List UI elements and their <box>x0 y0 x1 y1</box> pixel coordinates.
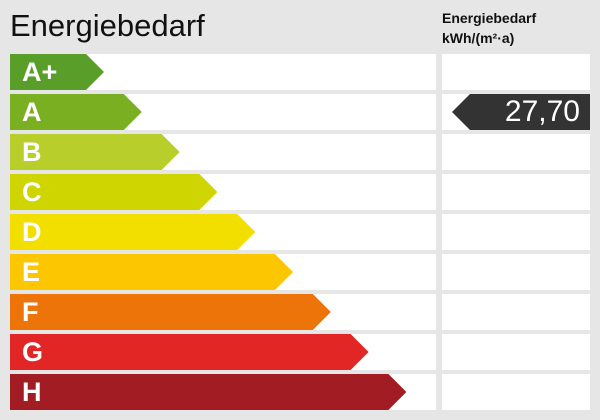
class-bar-A: A <box>10 94 142 130</box>
class-arrow-C <box>10 174 218 210</box>
class-label: C <box>22 177 42 207</box>
value-cell <box>442 174 590 210</box>
value-pointer: 27,70 <box>452 94 590 135</box>
class-label: B <box>22 137 42 167</box>
class-arrow-A+ <box>10 54 104 90</box>
class-arrow-F <box>10 294 331 330</box>
class-arrow-E <box>10 254 293 290</box>
value-cell <box>442 334 590 370</box>
class-bar-H: H <box>10 374 407 410</box>
class-bar-F: F <box>10 294 331 330</box>
column-title-unit: kWh/(m²·a) <box>442 30 515 46</box>
class-arrow-B <box>10 134 180 170</box>
class-label: H <box>22 377 42 407</box>
page-title: Energiebedarf <box>10 8 205 43</box>
class-bar-E: E <box>10 254 293 290</box>
class-label: F <box>22 297 39 327</box>
pointer-shape <box>452 94 590 130</box>
class-bar-B: B <box>10 134 180 170</box>
class-bar-D: D <box>10 214 256 250</box>
class-arrow-H <box>10 374 407 410</box>
class-label: A <box>22 97 42 127</box>
class-bar-A+: A+ <box>10 54 104 90</box>
column-title: Energiebedarf kWh/(m²·a) <box>442 8 536 48</box>
energy-value: 27,70 <box>504 95 580 128</box>
value-cell <box>442 134 590 170</box>
value-cell <box>442 54 590 90</box>
value-cell <box>442 294 590 330</box>
class-bar-C: C <box>10 174 218 210</box>
class-label: A+ <box>22 57 58 87</box>
class-bar-G: G <box>10 334 369 370</box>
column-title-line1: Energiebedarf <box>442 10 537 26</box>
value-cell <box>442 214 590 250</box>
class-label: D <box>22 217 42 247</box>
value-cell <box>442 254 590 290</box>
class-label: E <box>22 257 41 287</box>
class-arrow-A <box>10 94 142 130</box>
class-label: G <box>22 337 44 367</box>
value-cell <box>442 374 590 410</box>
class-arrow-D <box>10 214 256 250</box>
class-arrow-G <box>10 334 369 370</box>
